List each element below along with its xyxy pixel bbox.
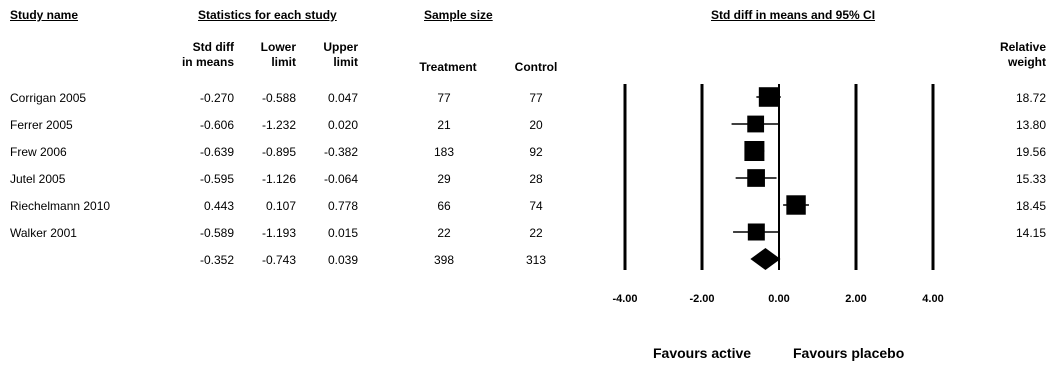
study-name: Corrigan 2005	[10, 91, 87, 105]
x-tick-label: 2.00	[845, 293, 866, 305]
upper-limit-cell: 0.020	[327, 118, 358, 132]
subheader-weight-line1: Relative	[999, 40, 1046, 54]
upper-limit-cell: -0.382	[323, 145, 358, 159]
header-study-name: Study name	[10, 8, 79, 22]
weight-cell: 15.33	[1015, 172, 1046, 186]
weight-cell: 14.15	[1015, 226, 1046, 240]
subheader-control: Control	[514, 60, 558, 74]
subheader-weight: Relative weight	[970, 40, 1046, 70]
lower-limit-cell: -0.895	[261, 145, 296, 159]
effect-square	[744, 141, 765, 161]
subheader-std-diff-line1: Std diff	[192, 40, 234, 54]
treatment-cell: 66	[437, 199, 451, 213]
std-diff-cell: -0.639	[199, 145, 234, 159]
summary-treatment: 398	[433, 253, 455, 267]
header-ci: Std diff in means and 95% CI	[711, 8, 876, 22]
lower-limit-cell: -1.232	[261, 118, 296, 132]
subheader-weight-line2: weight	[1008, 55, 1046, 69]
upper-limit-cell: 0.047	[327, 91, 358, 105]
study-name: Walker 2001	[10, 226, 77, 240]
weight-cell: 18.45	[1015, 199, 1046, 213]
lower-limit-cell: 0.107	[265, 199, 296, 213]
treatment-cell: 183	[433, 145, 455, 159]
favours-left-label: Favours active	[653, 345, 752, 361]
subheader-std-diff-line2: in means	[181, 55, 234, 69]
treatment-cell: 21	[437, 118, 451, 132]
lower-limit-cell: -1.126	[261, 172, 296, 186]
treatment-cell: 22	[437, 226, 451, 240]
summary-upper: 0.039	[327, 253, 358, 267]
weight-cell: 13.80	[1015, 118, 1046, 132]
std-diff-cell: -0.595	[199, 172, 234, 186]
lower-limit-cell: -1.193	[261, 226, 296, 240]
control-cell: 22	[529, 226, 543, 240]
subheader-lower: Lower limit	[240, 40, 296, 70]
std-diff-cell: -0.270	[199, 91, 234, 105]
control-cell: 77	[529, 91, 543, 105]
effect-square	[747, 115, 765, 133]
summary-lower: -0.743	[261, 253, 296, 267]
x-tick-label: 4.00	[922, 293, 943, 305]
study-name: Frew 2006	[10, 145, 67, 159]
control-cell: 92	[529, 145, 543, 159]
header-sample-size: Sample size	[424, 8, 493, 22]
x-tick-label: -4.00	[612, 293, 637, 305]
subheader-std-diff: Std diff in means	[150, 40, 234, 70]
effect-square	[786, 195, 806, 215]
weight-cell: 19.56	[1015, 145, 1046, 159]
subheader-lower-line1: Lower	[260, 40, 296, 54]
effect-square	[747, 169, 765, 187]
x-tick-label: 0.00	[768, 293, 789, 305]
lower-limit-cell: -0.588	[261, 91, 296, 105]
upper-limit-cell: 0.015	[327, 226, 358, 240]
std-diff-cell: 0.443	[203, 199, 234, 213]
study-name: Jutel 2005	[10, 172, 66, 186]
subheader-upper-line2: limit	[333, 55, 358, 69]
upper-limit-cell: 0.778	[327, 199, 358, 213]
study-name: Ferrer 2005	[10, 118, 73, 132]
pooled-diamond	[750, 248, 781, 270]
control-cell: 20	[529, 118, 543, 132]
weight-cell: 18.72	[1015, 91, 1046, 105]
control-cell: 74	[529, 199, 543, 213]
subheader-lower-line2: limit	[271, 55, 296, 69]
subheader-treatment: Treatment	[419, 60, 477, 74]
std-diff-cell: -0.606	[199, 118, 234, 132]
upper-limit-cell: -0.064	[323, 172, 358, 186]
control-cell: 28	[529, 172, 543, 186]
favours-right-label: Favours placebo	[793, 345, 905, 361]
treatment-cell: 77	[437, 91, 451, 105]
subheader-upper: Upper limit	[300, 40, 358, 70]
treatment-cell: 29	[437, 172, 451, 186]
study-name: Riechelmann 2010	[10, 199, 111, 213]
summary-control: 313	[525, 253, 547, 267]
summary-std-diff: -0.352	[199, 253, 234, 267]
effect-square	[758, 87, 779, 107]
effect-square	[747, 223, 765, 241]
std-diff-cell: -0.589	[199, 226, 234, 240]
header-statistics: Statistics for each study	[198, 8, 337, 22]
subheader-upper-line1: Upper	[323, 40, 358, 54]
x-tick-label: -2.00	[689, 293, 714, 305]
